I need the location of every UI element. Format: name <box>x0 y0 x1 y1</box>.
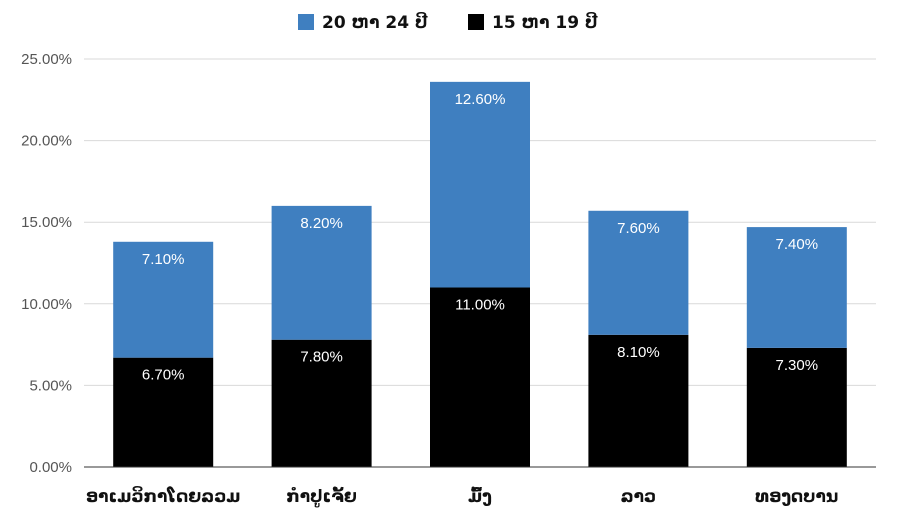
y-tick-label: 5.00% <box>29 377 72 394</box>
legend-swatch <box>468 14 484 30</box>
data-label: 11.00% <box>455 296 505 313</box>
data-label: 7.10% <box>142 251 185 268</box>
bar-segment <box>430 287 530 467</box>
y-tick-label: 15.00% <box>21 214 72 231</box>
legend: 20 ຫາ 24 ປີ 15 ຫາ 19 ປີ <box>298 11 598 33</box>
bar-segment <box>271 205 372 340</box>
y-tick-label: 20.00% <box>21 133 72 150</box>
data-label: 7.80% <box>300 349 343 366</box>
bar-segment <box>746 227 847 348</box>
bar-segment <box>588 334 689 467</box>
data-label: 8.10% <box>617 344 660 361</box>
x-tick-label: ກຳປູເຈັ້ຍ <box>286 485 357 508</box>
data-label: 7.30% <box>776 357 819 374</box>
data-label: 12.60% <box>455 91 506 108</box>
bar-segment <box>113 241 214 358</box>
bar-segment <box>746 347 847 467</box>
bar-segment <box>271 339 372 467</box>
y-axis-tick-labels: 0.00% 5.00% 10.00% 15.00% 20.00% 25.00% <box>21 51 72 476</box>
legend-label: 15 ຫາ 19 ປີ <box>492 11 598 33</box>
x-tick-label: ມົ້ງ <box>468 485 492 507</box>
data-label: 7.60% <box>617 220 660 237</box>
data-label: 8.20% <box>300 215 343 232</box>
x-axis-category-labels: ອາເມວິກາໂດຍລວມ ກຳປູເຈັ້ຍ ມົ້ງ ລາວ ທອງດບານ <box>86 485 838 508</box>
x-tick-label: ລາວ <box>621 487 657 507</box>
legend-label: 20 ຫາ 24 ປີ <box>322 11 428 33</box>
bar-segment <box>430 81 530 288</box>
y-tick-label: 10.00% <box>21 296 72 313</box>
data-label: 6.70% <box>142 367 185 384</box>
data-label: 7.40% <box>776 236 819 253</box>
x-tick-label: ອາເມວິກາໂດຍລວມ <box>86 485 241 507</box>
legend-swatch <box>298 14 314 30</box>
y-tick-label: 25.00% <box>21 51 72 68</box>
bar-segment <box>588 210 689 335</box>
y-tick-label: 0.00% <box>29 459 72 476</box>
bar-segment <box>113 357 214 467</box>
x-tick-label: ທອງດບານ <box>755 487 838 507</box>
data-labels: 6.70% 7.10% 7.80% 8.20% 11.00% 12.60% 8.10% 7.6… <box>142 91 818 384</box>
bars <box>113 81 847 467</box>
